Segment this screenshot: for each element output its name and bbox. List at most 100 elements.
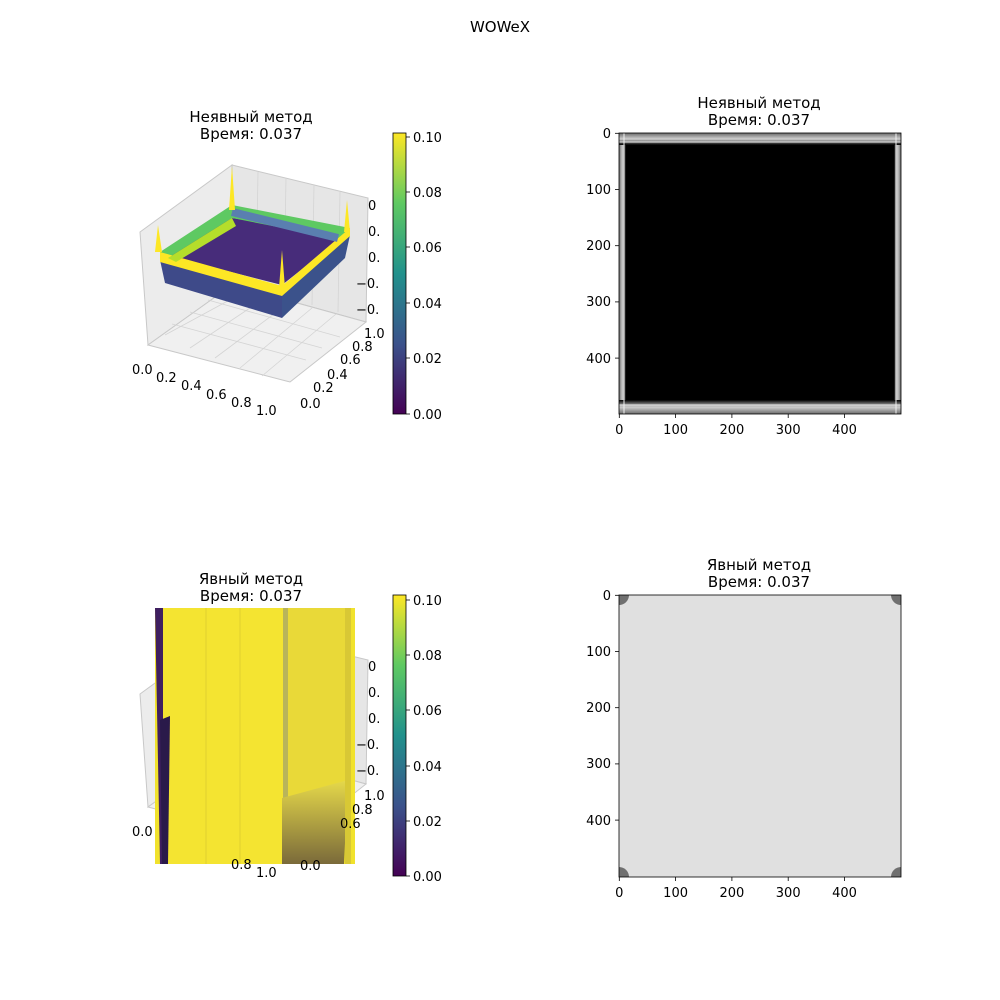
panel3-title-line2: Время: 0.037 xyxy=(200,587,302,605)
panel4-y-tick: 400 xyxy=(586,814,611,829)
panel1-title-line1: Неявный метод xyxy=(189,108,312,126)
panel1-z-ticks: 0 0. 0. −0. −0. xyxy=(356,199,380,318)
panel4-corner-tl xyxy=(619,595,629,605)
panel1-z-tick: 0. xyxy=(368,251,380,266)
panel2-edge-lines xyxy=(619,133,901,414)
panel3-colorbar-tick: 0.10 xyxy=(413,594,442,609)
panel3-x-tick: 0.0 xyxy=(132,825,153,840)
panel4-y-tick: 0 xyxy=(603,589,611,604)
panel1-colorbar-tick: 0.10 xyxy=(413,131,442,146)
panel2-tick-marks xyxy=(615,132,845,418)
panel1-x-tick: 0.0 xyxy=(132,363,153,378)
panel4-y-tick: 100 xyxy=(586,645,611,660)
panel3-z-tick: −0. xyxy=(356,738,379,753)
panel1-pane-floor xyxy=(146,284,368,383)
panel4-y-tick: 300 xyxy=(586,757,611,772)
panel1-colorbar-tick: 0.02 xyxy=(413,352,442,367)
panel1-colorbar xyxy=(392,132,407,415)
panel1-x-ticks: 0.0 0.2 0.4 0.6 0.8 1.0 xyxy=(132,363,277,419)
panel1-spike-back xyxy=(229,166,235,210)
panel1-z-tick: 0. xyxy=(368,225,380,240)
figure-suptitle: WOWeX xyxy=(470,18,530,36)
panel3-y-ticks: 0.0 0.6 0.8 1.0 xyxy=(300,789,385,874)
panel1-spike-right xyxy=(344,200,350,232)
panel-implicit-surface: Неявный метод Время: 0.037 xyxy=(132,108,442,423)
panel1-y-tick: 0.0 xyxy=(300,397,321,412)
panel2-image xyxy=(619,133,901,414)
panel2-x-tick: 200 xyxy=(719,423,744,438)
panel1-surface-band-back xyxy=(231,208,339,242)
panel2-x-tick: 400 xyxy=(832,423,857,438)
panel-explicit-surface: Явный метод Время: 0.037 0.0 0.8 1.0 0. xyxy=(132,570,442,885)
panel3-colorbar-tick: 0.08 xyxy=(413,649,442,664)
panel3-z-tick: −0. xyxy=(356,764,379,779)
panel1-spike-left xyxy=(155,225,162,252)
panel2-y-tick: 400 xyxy=(586,352,611,367)
panel4-corner-tr xyxy=(891,595,901,605)
panel1-x-tick: 1.0 xyxy=(256,404,277,419)
panel3-z-tick: 0. xyxy=(368,712,380,727)
panel2-edge-left xyxy=(619,133,626,414)
panel1-y-tick: 1.0 xyxy=(364,327,385,342)
panel3-title-line1: Явный метод xyxy=(199,570,303,588)
panel3-z-tick: 0 xyxy=(368,660,376,675)
panel4-x-tick: 100 xyxy=(663,886,688,901)
panel2-edge-right xyxy=(894,133,901,414)
panel2-y-ticks: 0 100 200 300 400 xyxy=(586,127,611,367)
panel3-x-tick: 1.0 xyxy=(256,866,277,881)
panel2-title-line2: Время: 0.037 xyxy=(708,111,810,129)
panel1-z-tick: −0. xyxy=(356,303,379,318)
panel4-y-tick: 200 xyxy=(586,701,611,716)
panel3-z-ticks: 0 0. 0. −0. −0. xyxy=(356,660,380,779)
panel1-colorbar-tick: 0.08 xyxy=(413,186,442,201)
panel4-title-line1: Явный метод xyxy=(707,556,811,574)
panel4-image xyxy=(619,595,901,877)
panel2-x-tick: 0 xyxy=(615,423,623,438)
panel3-colorbar-ticks: 0.00 0.02 0.04 0.06 0.08 0.10 xyxy=(406,594,442,885)
panel1-z-tick: −0. xyxy=(356,277,379,292)
panel3-colorbar-tick: 0.00 xyxy=(413,870,442,885)
panel4-corner-br xyxy=(891,867,901,877)
panel4-title-line2: Время: 0.037 xyxy=(708,573,810,591)
panel1-surface-wall-left xyxy=(160,260,282,318)
panel2-frame xyxy=(618,132,902,415)
panel4-corner-bl xyxy=(619,867,629,877)
panel4-frame xyxy=(618,594,902,878)
panel3-x-tick: 0.8 xyxy=(231,858,252,873)
panel1-surface-wall-right xyxy=(282,235,350,318)
panel3-y-tick: 0.8 xyxy=(352,803,373,818)
panel2-x-ticks: 0 100 200 300 400 xyxy=(615,423,857,438)
panel2-edge-bottom xyxy=(619,400,901,414)
panel3-y-tick: 1.0 xyxy=(364,789,385,804)
panel3-x-ticks: 0.0 0.8 1.0 xyxy=(132,825,277,881)
panel1-colorbar-tick: 0.04 xyxy=(413,297,442,312)
panel2-y-tick: 0 xyxy=(603,127,611,142)
panel3-colorbar-tick: 0.02 xyxy=(413,815,442,830)
panel2-y-tick: 100 xyxy=(586,183,611,198)
panel3-colorbar-tick: 0.04 xyxy=(413,760,442,775)
panel2-edge-top xyxy=(619,133,901,145)
panel2-y-tick: 300 xyxy=(586,295,611,310)
panel3-y-tick: 0.0 xyxy=(300,859,321,874)
panel3-surface xyxy=(155,608,355,864)
panel4-tick-marks xyxy=(615,594,845,881)
panel1-surface-rim-front xyxy=(160,228,350,296)
panel2-title-line1: Неявный метод xyxy=(697,94,820,112)
panel1-y-ticks: 0.0 0.2 0.4 0.6 0.8 1.0 xyxy=(300,327,385,412)
panel2-x-tick: 100 xyxy=(663,423,688,438)
panel4-x-ticks: 0 100 200 300 400 xyxy=(615,886,857,901)
panel-implicit-heatmap: Неявный метод Время: 0.037 0 xyxy=(586,94,902,438)
panel1-x-tick: 0.2 xyxy=(156,371,177,386)
panel4-y-ticks: 0 100 200 300 400 xyxy=(586,589,611,829)
panel2-y-tick: 200 xyxy=(586,239,611,254)
panel1-y-tick: 0.6 xyxy=(340,353,361,368)
panel3-colorbar xyxy=(392,594,407,877)
panel4-x-tick: 200 xyxy=(719,886,744,901)
panel3-colorbar-tick: 0.06 xyxy=(413,704,442,719)
panel2-x-tick: 300 xyxy=(776,423,801,438)
panel3-z-tick: 0. xyxy=(368,686,380,701)
panel1-colorbar-tick: 0.06 xyxy=(413,241,442,256)
panel1-y-tick: 0.2 xyxy=(313,381,334,396)
panel1-spike-front xyxy=(279,250,285,288)
